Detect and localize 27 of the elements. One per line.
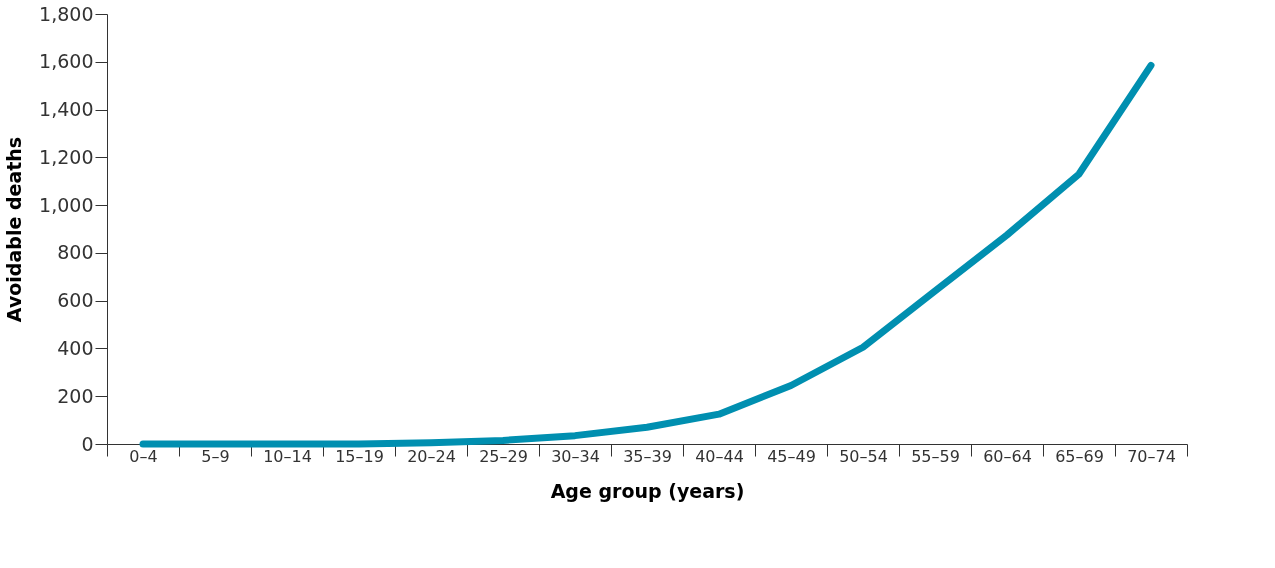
x-tick-label: 70–74	[1127, 446, 1176, 466]
x-tick-label: 5–9	[201, 446, 230, 466]
x-tick-label: 25–29	[479, 446, 528, 466]
x-tick-label: 60–64	[983, 446, 1032, 466]
y-axis-title: Avoidable deaths	[3, 136, 26, 323]
y-tick-label: 800	[57, 241, 94, 264]
x-tick-label: 55–59	[911, 446, 960, 466]
y-tick-label: 1,200	[39, 145, 94, 168]
x-tick-label: 10–14	[263, 446, 312, 466]
y-tick-label: 1,400	[39, 98, 94, 121]
y-tick-label: 1,600	[39, 50, 94, 73]
y-tick-label: 600	[57, 289, 94, 312]
x-tick-label: 50–54	[839, 446, 888, 466]
x-tick-label: 30–34	[551, 446, 600, 466]
y-tick-label: 1,000	[39, 193, 94, 216]
x-axis-title: Age group (years)	[550, 479, 745, 502]
x-tick-label: 40–44	[695, 446, 744, 466]
y-tick-label: 200	[57, 384, 94, 407]
y-tick-label: 0	[81, 432, 94, 455]
x-tick-label: 15–19	[335, 446, 384, 466]
y-tick-label: 400	[57, 336, 94, 359]
x-tick-label: 45–49	[767, 446, 816, 466]
x-tick-label: 20–24	[407, 446, 456, 466]
x-tick-label: 0–4	[129, 446, 158, 466]
x-tick-label: 35–39	[623, 446, 672, 466]
x-tick-label: 65–69	[1055, 446, 1104, 466]
y-tick-label: 1,800	[39, 2, 94, 25]
